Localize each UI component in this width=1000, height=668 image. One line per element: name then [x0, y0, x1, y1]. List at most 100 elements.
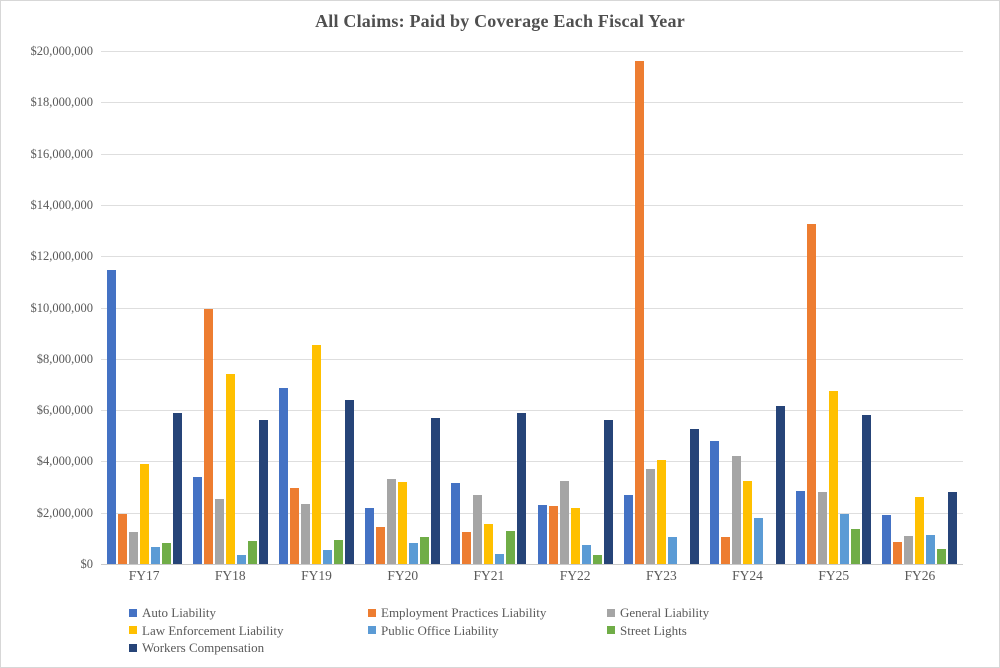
bar-street-lights — [247, 541, 257, 564]
bar-street-lights — [334, 540, 343, 564]
bar-workers-compensation — [345, 400, 354, 564]
y-tick-label: $6,000,000 — [36, 403, 93, 417]
bar-employment-practices-liability — [203, 309, 213, 564]
legend-item-general-liability: General Liability — [607, 604, 849, 622]
legend-item-law-enforcement-liability: Law Enforcement Liability — [129, 622, 368, 640]
legend-marker — [607, 608, 615, 617]
x-tick-label: FY19 — [301, 568, 332, 583]
gridline — [101, 256, 963, 257]
y-tick-label: $12,000,000 — [30, 249, 94, 263]
x-tick-label: FY26 — [904, 568, 936, 583]
bar-general-liability — [387, 479, 397, 564]
bar-general-liability — [818, 492, 828, 564]
bar-workers-compensation — [603, 420, 613, 564]
gridline — [101, 205, 963, 206]
legend-label: Auto Liability — [142, 605, 217, 620]
y-tick-label: $18,000,000 — [30, 95, 94, 109]
bar-employment-practices-liability — [807, 224, 817, 564]
x-tick-label: FY18 — [214, 568, 246, 583]
bar-public-office-liability — [581, 545, 591, 564]
legend-marker — [368, 608, 376, 617]
legend-label: General Liability — [620, 605, 710, 620]
bar-workers-compensation — [776, 406, 786, 564]
bar-workers-compensation — [862, 415, 872, 564]
x-tick-label: FY20 — [387, 568, 419, 583]
bar-group-fy22 — [532, 51, 618, 564]
bar-law-enforcement-liability — [225, 374, 235, 564]
bar-public-office-liability — [150, 547, 160, 564]
bar-public-office-liability — [926, 535, 936, 564]
bar-law-enforcement-liability — [743, 481, 753, 564]
x-tick-label: FY24 — [732, 568, 763, 583]
bar-employment-practices-liability — [462, 532, 472, 564]
bar-general-liability — [128, 532, 138, 564]
bar-auto-liability — [796, 491, 806, 564]
bar-workers-compensation — [689, 429, 699, 564]
bar-group-fy17 — [101, 51, 187, 564]
y-tick-label: $0 — [80, 557, 94, 571]
bar-workers-compensation — [431, 418, 441, 564]
plot-area — [101, 51, 963, 565]
bar-auto-liability — [451, 483, 461, 564]
bar-auto-liability — [710, 441, 720, 564]
x-tick-label: FY23 — [645, 568, 677, 583]
bar-general-liability — [214, 499, 224, 564]
bar-group-fy23 — [618, 51, 704, 564]
y-tick-label: $2,000,000 — [36, 506, 93, 520]
bar-general-liability — [904, 536, 914, 564]
bar-auto-liability — [106, 270, 116, 564]
bar-law-enforcement-liability — [570, 508, 580, 564]
y-axis: $20,000,000 $18,000,000 $16,000,000 $14,000… — [1, 45, 94, 571]
bar-group-fy19 — [273, 51, 359, 564]
bar-public-office-liability — [840, 514, 850, 564]
bar-street-lights — [592, 555, 602, 564]
bar-group-fy21 — [446, 51, 532, 564]
legend-item-public-office-liability: Public Office Liability — [368, 622, 607, 640]
y-tick-label: $20,000,000 — [30, 44, 94, 58]
legend-item-auto-liability: Auto Liability — [129, 604, 368, 622]
bar-employment-practices-liability — [117, 514, 127, 564]
x-tick-label: FY21 — [473, 568, 505, 583]
bar-groups — [101, 51, 963, 564]
x-tick-label: FY17 — [128, 568, 160, 583]
bar-street-lights — [420, 537, 430, 564]
y-tick-label: $16,000,000 — [30, 147, 94, 161]
x-tick-label: FY25 — [818, 568, 850, 583]
bar-law-enforcement-liability — [398, 482, 408, 564]
legend-item-employment-practices-liability: Employment Practices Liability — [368, 604, 607, 622]
x-axis: FY17 FY18 FY19 FY20 FY21 FY22 FY23 FY24 FY25 FY26 — [101, 568, 963, 584]
bar-workers-compensation — [258, 420, 268, 564]
bar-law-enforcement-liability — [656, 460, 666, 564]
bar-group-fy26 — [877, 51, 963, 564]
gridline — [101, 359, 963, 360]
legend-item-street-lights: Street Lights — [607, 622, 849, 640]
gridline — [101, 102, 963, 103]
bar-auto-liability — [537, 505, 547, 564]
bar-public-office-liability — [409, 543, 419, 564]
bar-public-office-liability — [754, 518, 764, 564]
bar-employment-practices-liability — [634, 61, 644, 564]
y-tick-label: $14,000,000 — [30, 198, 94, 212]
bar-general-liability — [301, 504, 310, 564]
legend-marker — [368, 626, 376, 635]
y-tick-label: $8,000,000 — [36, 352, 93, 366]
gridline — [101, 410, 963, 411]
bar-law-enforcement-liability — [915, 497, 925, 564]
bar-auto-liability — [279, 388, 288, 564]
bar-street-lights — [937, 549, 947, 564]
legend-marker — [129, 608, 137, 617]
chart-title: All Claims: Paid by Coverage Each Fiscal… — [315, 11, 685, 31]
bar-group-fy25 — [791, 51, 877, 564]
bar-workers-compensation — [172, 413, 182, 564]
bar-general-liability — [732, 456, 742, 564]
y-tick-label: $10,000,000 — [30, 301, 94, 315]
bar-employment-practices-liability — [721, 537, 731, 564]
bar-law-enforcement-liability — [829, 391, 839, 564]
bar-employment-practices-liability — [548, 506, 558, 564]
bar-auto-liability — [365, 508, 375, 564]
y-tick-label: $4,000,000 — [36, 454, 93, 468]
bar-employment-practices-liability — [893, 542, 903, 564]
bar-general-liability — [473, 495, 483, 564]
bar-public-office-liability — [323, 550, 332, 564]
